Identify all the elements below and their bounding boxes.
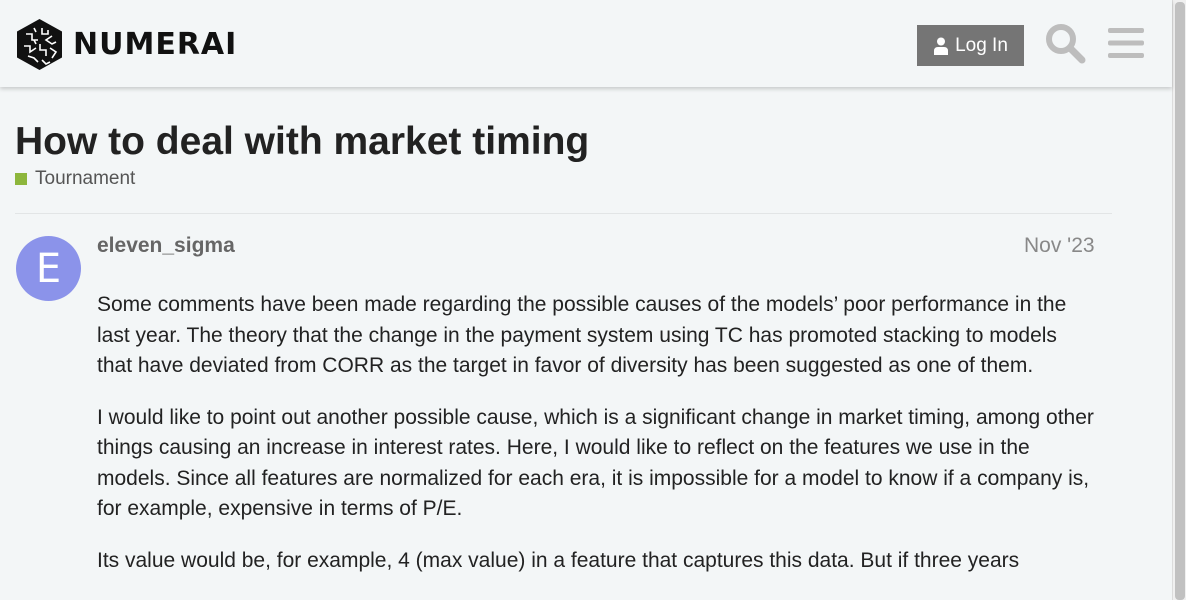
page-scrollbar[interactable]	[1172, 0, 1186, 600]
post-date[interactable]: Nov '23	[1024, 234, 1095, 257]
login-button[interactable]: Log In	[917, 25, 1024, 66]
category-badge[interactable]: Tournament	[15, 168, 135, 190]
topic-title[interactable]: How to deal with market timing	[15, 120, 590, 163]
avatar[interactable]: E	[16, 236, 81, 301]
brand-name: NUMERAI	[73, 27, 238, 62]
avatar-letter: E	[35, 245, 62, 292]
search-icon[interactable]	[1044, 22, 1086, 64]
user-icon	[934, 37, 949, 55]
category-label: Tournament	[35, 168, 136, 189]
scrollbar-thumb[interactable]	[1175, 2, 1185, 600]
login-label: Log In	[955, 34, 1008, 56]
category-color-square	[15, 173, 27, 185]
post-paragraph: I would like to point out another possib…	[97, 405, 1094, 521]
post-paragraph: Some comments have been made regarding t…	[97, 293, 1067, 377]
numerai-logo[interactable]: NUMERAI	[16, 18, 237, 71]
post-paragraph: Its value would be, for example, 4 (max …	[97, 548, 1020, 572]
topic-divider	[15, 213, 1112, 214]
hamburger-menu-icon[interactable]	[1107, 26, 1145, 60]
site-header: NUMERAI Log In	[0, 0, 1172, 87]
post-body: Some comments have been made regarding t…	[97, 290, 1097, 597]
post-username[interactable]: eleven_sigma	[97, 234, 235, 257]
numerai-logo-icon	[17, 19, 62, 70]
